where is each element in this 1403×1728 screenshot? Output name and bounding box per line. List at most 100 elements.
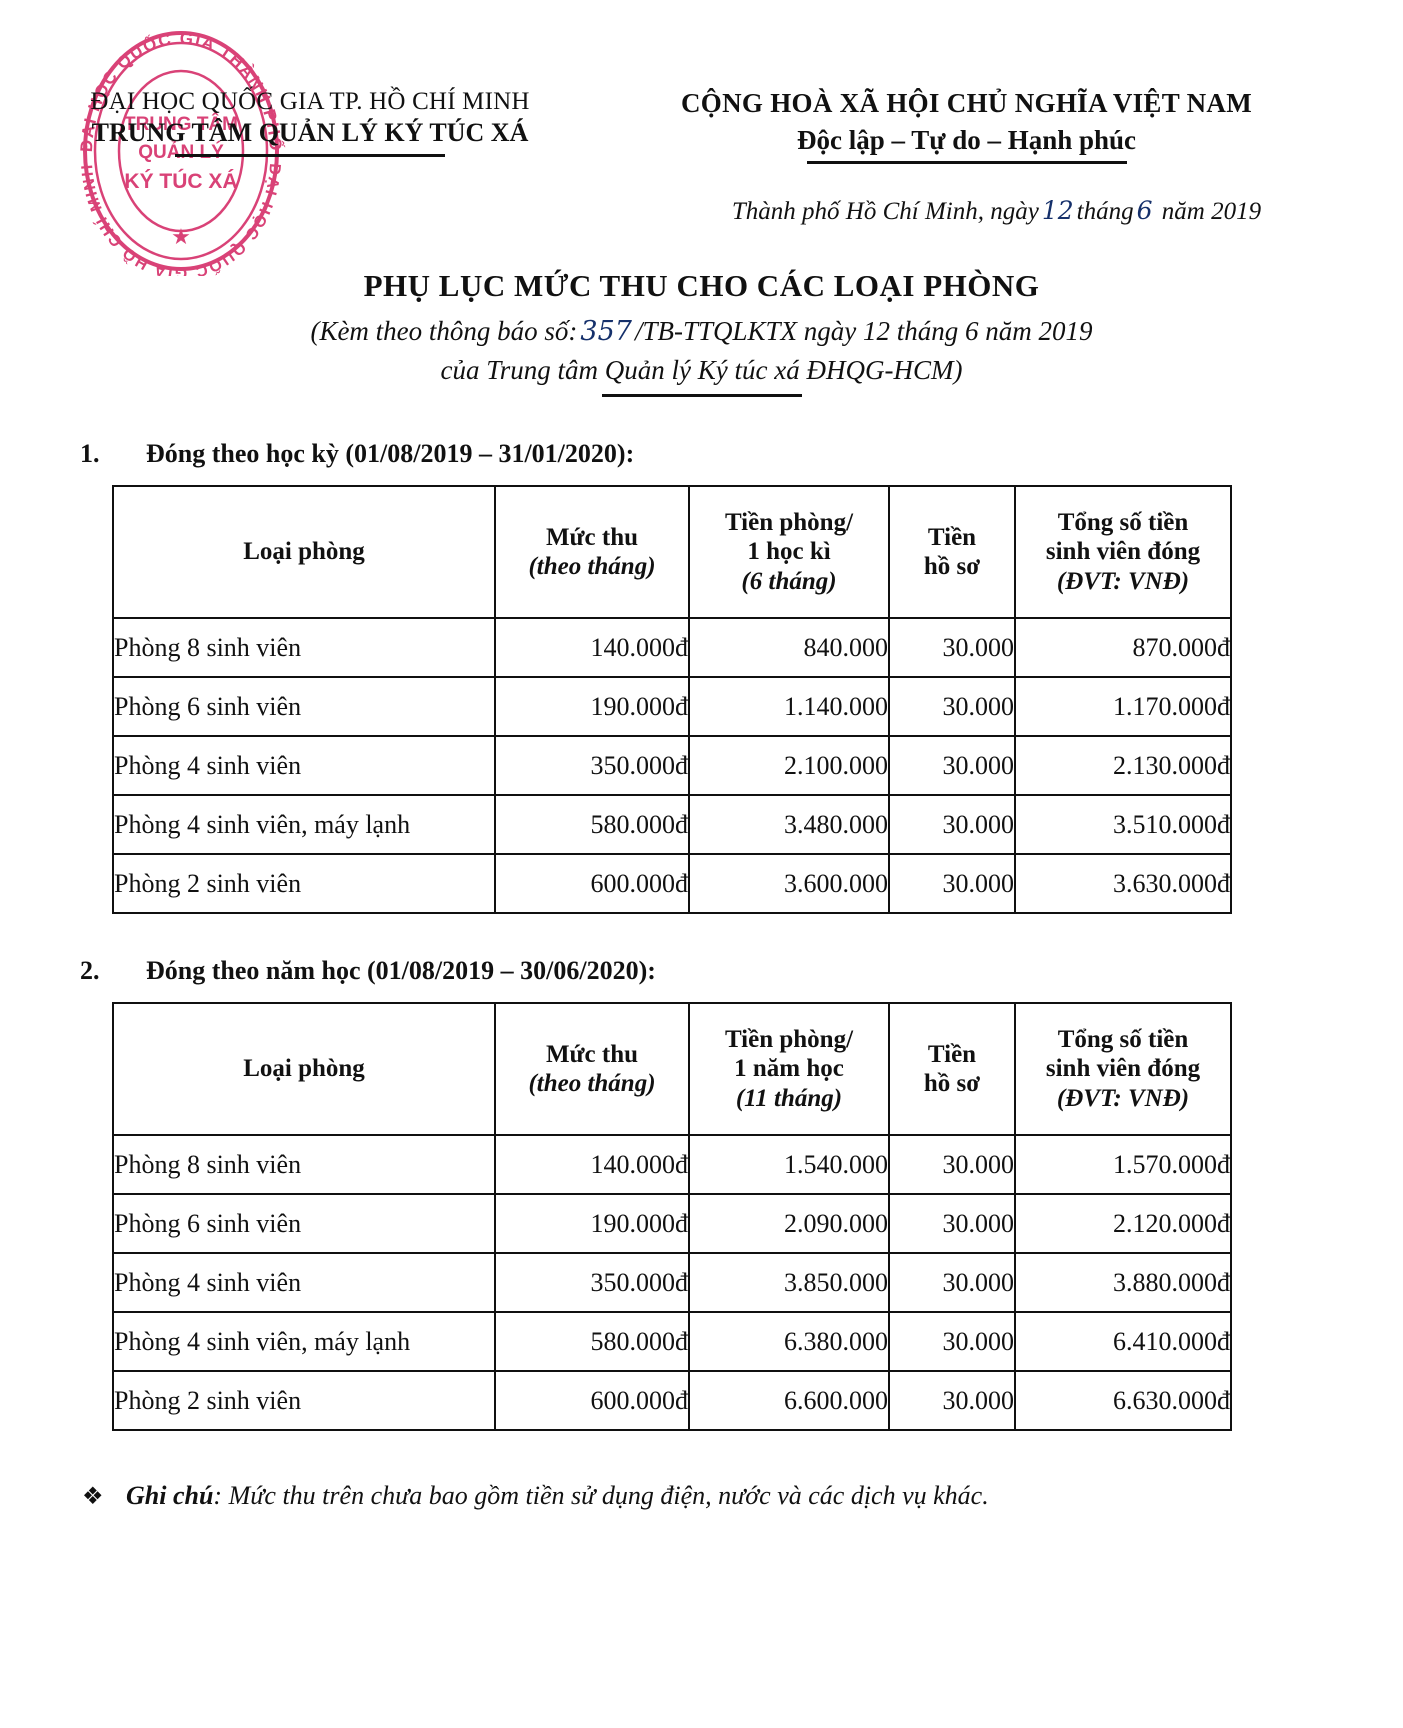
cell-period-fee: 6.380.000 [688,1311,890,1372]
section-1-heading: 1. Đóng theo học kỳ (01/08/2019 – 31/01/… [0,439,1403,469]
table-row: Phòng 4 sinh viên, máy lạnh 580.000đ 3.4… [112,794,1232,855]
section-2-title: Đóng theo năm học (01/08/2019 – 30/06/20… [146,956,656,985]
cell-period-fee: 3.600.000 [688,853,890,914]
place-and-date: Thành phố Hồ Chí Minh, ngày 12 tháng 6 năm … [590,196,1343,226]
header-text-2: 1 học kì [747,538,831,566]
cell-file-fee: 30.000 [888,1252,1016,1313]
header-text: Tiền phòng/ [724,508,854,536]
table-row: Phòng 4 sinh viên 350.000đ 3.850.000 30.… [112,1252,1232,1313]
svg-text:★: ★ [171,224,191,249]
cell-monthly-rate: 140.000đ [494,617,690,678]
cell-room-type: Phòng 6 sinh viên [112,1193,496,1254]
header-subtext: (theo tháng) [528,553,656,580]
table-row: Phòng 2 sinh viên 600.000đ 6.600.000 30.… [112,1370,1232,1431]
subtitle-suffix: /TB-TTQLKTX ngày 12 tháng 6 năm 2019 [634,316,1093,346]
cell-monthly-rate: 600.000đ [494,1370,690,1431]
header-text: Tiền phòng/ [724,1025,854,1053]
header-text: Loại phòng [243,538,365,566]
date-year-label: năm [1161,198,1205,225]
table-row: Phòng 8 sinh viên 140.000đ 840.000 30.00… [112,617,1232,678]
col-room-type: Loại phòng [112,1002,496,1136]
cell-room-type: Phòng 2 sinh viên [112,1370,496,1431]
section-2-heading: 2. Đóng theo năm học (01/08/2019 – 30/06… [0,956,1403,986]
cell-period-fee: 6.600.000 [688,1370,890,1431]
handwritten-month: 6 [1136,196,1153,225]
col-file-fee: Tiền hồ sơ [888,1002,1016,1136]
cell-period-fee: 2.100.000 [688,735,890,796]
header-text: Loại phòng [243,1055,365,1083]
handwritten-day: 12 [1041,196,1074,225]
cell-room-type: Phòng 8 sinh viên [112,1134,496,1195]
cell-file-fee: 30.000 [888,1370,1016,1431]
org-underline [175,154,445,157]
section-1-number: 1. [80,439,100,468]
cell-total: 870.000đ [1014,617,1232,678]
note-text: : Mức thu trên chưa bao gồm tiền sử dụng… [213,1481,989,1510]
cell-total: 3.880.000đ [1014,1252,1232,1313]
cell-total: 6.410.000đ [1014,1311,1232,1372]
cell-file-fee: 30.000 [888,1311,1016,1372]
title-underline [601,394,802,397]
col-monthly-rate: Mức thu (theo tháng) [494,485,690,619]
section-2-number: 2. [80,956,100,985]
header-text: Tiền [927,523,977,551]
cell-room-type: Phòng 8 sinh viên [112,617,496,678]
col-period-fee: Tiền phòng/ 1 học kì (6 tháng) [688,485,890,619]
table-row: Phòng 4 sinh viên 350.000đ 2.100.000 30.… [112,735,1232,796]
cell-period-fee: 3.480.000 [688,794,890,855]
cell-file-fee: 30.000 [888,617,1016,678]
motto-underline [806,161,1127,164]
cell-total: 1.170.000đ [1014,676,1232,737]
cell-period-fee: 2.090.000 [688,1193,890,1254]
fee-table-semester: Loại phòng Mức thu (theo tháng) Tiền phò… [112,485,1232,914]
cell-monthly-rate: 580.000đ [494,1311,690,1372]
header-subtext: (ĐVT: VNĐ) [1056,1084,1190,1112]
header-text: Tổng số tiền [1057,508,1189,536]
header-subtext: (ĐVT: VNĐ) [1056,567,1190,595]
subtitle-prefix: (Kèm theo thông báo số: [310,316,578,346]
title-subtitle-line2: của Trung tâm Quản lý Ký túc xá ĐHQG-HCM… [440,355,963,385]
national-motto: Độc lập – Tự do – Hạnh phúc [796,125,1137,155]
cell-monthly-rate: 580.000đ [494,794,690,855]
university-name: ĐẠI HỌC QUỐC GIA TP. HỒ CHÍ MINH [90,88,530,115]
footer-note: ❖ Ghi chú: Mức thu trên chưa bao gồm tiề… [0,1481,1403,1511]
header-subtext: (11 tháng) [735,1084,843,1112]
date-prefix: Thành phố Hồ Chí Minh, ngày [731,198,1039,225]
header-subtext: (6 tháng) [741,567,837,595]
table-header-row: Loại phòng Mức thu (theo tháng) Tiền phò… [112,485,1232,619]
handwritten-doc-number: 357 [580,316,632,347]
title-subtitle-line1: (Kèm theo thông báo số: 357/TB-TTQLKTX ng… [0,316,1403,347]
col-monthly-rate: Mức thu (theo tháng) [494,1002,690,1136]
section-academic-year: 2. Đóng theo năm học (01/08/2019 – 30/06… [0,956,1403,1431]
cell-total: 2.120.000đ [1014,1193,1232,1254]
table-header-row: Loại phòng Mức thu (theo tháng) Tiền phò… [112,1002,1232,1136]
page-title: PHỤ LỤC MỨC THU CHO CÁC LOẠI PHÒNG [363,268,1040,303]
cell-total: 6.630.000đ [1014,1370,1232,1431]
header-text-2: sinh viên đóng [1045,538,1201,566]
cell-monthly-rate: 190.000đ [494,676,690,737]
cell-room-type: Phòng 4 sinh viên [112,1252,496,1313]
national-heading: CỘNG HOÀ XÃ HỘI CHỦ NGHĨA VIỆT NAM Độc l… [590,88,1403,226]
header-text-2: hồ sơ [923,553,981,580]
cell-monthly-rate: 350.000đ [494,1252,690,1313]
issuing-organization: ĐẠI HỌC QUỐC GIA TP. HỒ CHÍ MINH TRUNG T… [0,88,590,157]
cell-file-fee: 30.000 [888,853,1016,914]
cell-room-type: Phòng 2 sinh viên [112,853,496,914]
cell-file-fee: 30.000 [888,1193,1016,1254]
col-total: Tổng số tiền sinh viên đóng (ĐVT: VNĐ) [1014,1002,1232,1136]
col-file-fee: Tiền hồ sơ [888,485,1016,619]
header-subtext: (theo tháng) [528,1070,656,1097]
document-header: ĐẠI HỌC QUỐC GIA TP. HỒ CHÍ MINH TRUNG T… [0,0,1403,226]
table-row: Phòng 6 sinh viên 190.000đ 2.090.000 30.… [112,1193,1232,1254]
cell-monthly-rate: 190.000đ [494,1193,690,1254]
cell-file-fee: 30.000 [888,1134,1016,1195]
section-1-title: Đóng theo học kỳ (01/08/2019 – 31/01/202… [146,439,635,468]
table-row: Phòng 4 sinh viên, máy lạnh 580.000đ 6.3… [112,1311,1232,1372]
col-room-type: Loại phòng [112,485,496,619]
cell-file-fee: 30.000 [888,676,1016,737]
col-total: Tổng số tiền sinh viên đóng (ĐVT: VNĐ) [1014,485,1232,619]
cell-total: 3.510.000đ [1014,794,1232,855]
table-row: Phòng 6 sinh viên 190.000đ 1.140.000 30.… [112,676,1232,737]
header-text: Mức thu [545,523,639,551]
col-period-fee: Tiền phòng/ 1 năm học (11 tháng) [688,1002,890,1136]
